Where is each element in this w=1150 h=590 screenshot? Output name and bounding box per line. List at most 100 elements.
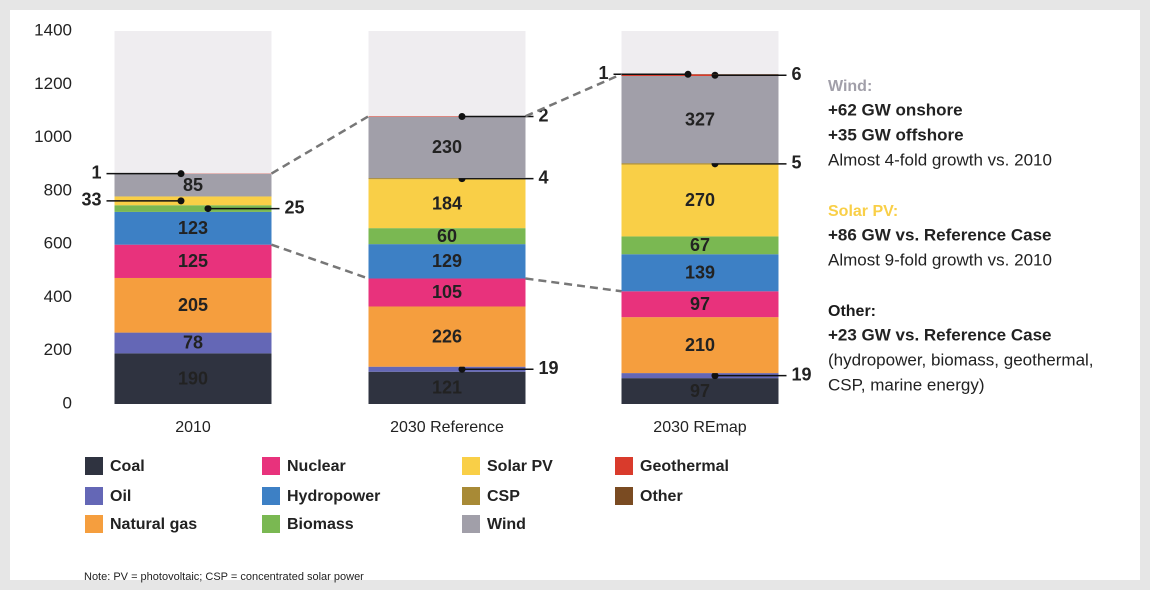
value-label: 190 (178, 368, 208, 388)
value-label: 210 (685, 335, 715, 355)
legend-swatch (462, 515, 480, 533)
legend-label: Wind (487, 516, 526, 533)
legend-swatch (615, 487, 633, 505)
bar-segment (368, 116, 526, 117)
y-tick-label: 0 (63, 393, 72, 412)
trend-line (270, 115, 370, 175)
leader-dot (711, 372, 719, 380)
bar-segment (114, 277, 272, 333)
y-tick-label: 1200 (34, 74, 72, 93)
annotation-heading: Solar PV: (828, 203, 898, 220)
legend-label: Geothermal (640, 458, 729, 475)
legend-label: Oil (110, 488, 131, 505)
legend-swatch (462, 487, 480, 505)
annotation-line: +86 GW vs. Reference Case (828, 225, 1051, 244)
y-tick-label: 800 (44, 180, 72, 199)
value-label: 139 (685, 263, 715, 283)
bar-segment (621, 76, 779, 164)
trend-line (271, 243, 369, 280)
leader-dot (177, 197, 185, 205)
trend-line (524, 73, 623, 118)
legend-swatch (85, 457, 103, 475)
bar-segment (114, 244, 272, 278)
value-label: 184 (432, 193, 462, 213)
note: Note: PV = photovoltaic; CSP = concentra… (84, 571, 364, 583)
leader-dot (458, 113, 466, 121)
value-label: 230 (432, 137, 462, 157)
annotation-heading: Wind: (828, 78, 872, 95)
legend-label: Coal (110, 458, 145, 475)
legend-swatch (462, 457, 480, 475)
legend-label: Nuclear (287, 458, 346, 475)
value-label: 226 (432, 326, 462, 346)
value-label: 1 (598, 63, 608, 83)
bar-segment (368, 278, 526, 307)
leader-dot (684, 70, 692, 78)
leader-dot (204, 205, 212, 213)
annotation-heading: Other: (828, 303, 876, 320)
legend-label: Biomass (287, 516, 354, 533)
bar-segment (368, 179, 526, 229)
annotation-line: Almost 9-fold growth vs. 2010 (828, 250, 1052, 269)
bar-segment (368, 371, 526, 404)
x-tick-label: 2030 Reference (390, 419, 504, 436)
value-label: 67 (690, 235, 710, 255)
bar-segment (114, 353, 272, 404)
value-label: 6 (792, 64, 802, 84)
value-label: 85 (183, 175, 203, 195)
y-tick-label: 600 (44, 234, 72, 253)
value-label: 205 (178, 295, 208, 315)
y-tick-label: 1000 (34, 127, 72, 146)
legend-swatch (262, 457, 280, 475)
legend-swatch (262, 487, 280, 505)
value-label: 121 (432, 378, 462, 398)
value-label: 19 (792, 364, 812, 384)
bar-segment (114, 332, 272, 354)
value-label: 19 (539, 358, 559, 378)
legend-swatch (85, 515, 103, 533)
annotation-line: +23 GW vs. Reference Case (828, 325, 1051, 344)
value-label: 105 (432, 282, 462, 302)
bar-segment (621, 74, 779, 77)
value-label: 2 (539, 105, 549, 125)
legend-swatch (262, 515, 280, 533)
value-label: 4 (539, 167, 549, 187)
value-label: 25 (285, 197, 305, 217)
value-label: 129 (432, 251, 462, 271)
annotation-line: +62 GW onshore (828, 100, 963, 119)
legend-swatch (85, 487, 103, 505)
bar-segment (368, 178, 526, 180)
bar-segment (114, 211, 272, 245)
annotation-line: (hydropower, biomass, geothermal, (828, 350, 1094, 369)
bar-segment (621, 373, 779, 379)
value-label: 125 (178, 251, 208, 271)
x-tick-label: 2030 REmap (653, 419, 746, 436)
bar-segment (621, 317, 779, 374)
bar-segment (368, 228, 526, 245)
value-label: 78 (183, 333, 203, 353)
x-tick-label: 2010 (175, 419, 211, 436)
annotation-line: CSP, marine energy) (828, 375, 985, 394)
value-label: 327 (685, 109, 715, 129)
bar-segment (368, 116, 526, 179)
bar-segment (621, 291, 779, 318)
bar-segment (621, 378, 779, 404)
value-label: 123 (178, 218, 208, 238)
legend-swatch (615, 457, 633, 475)
bar-segment (621, 163, 779, 165)
bar-segment (114, 196, 272, 206)
bar-segment (621, 164, 779, 237)
leader-dot (458, 365, 466, 373)
legend-label: Other (640, 488, 683, 505)
annotation-line: +35 GW offshore (828, 125, 964, 144)
trend-line (525, 277, 622, 293)
bar-segment (368, 244, 526, 279)
leader-dot (177, 170, 185, 178)
legend-label: CSP (487, 488, 520, 505)
value-label: 270 (685, 190, 715, 210)
value-label: 33 (81, 190, 101, 210)
value-label: 60 (437, 226, 457, 246)
bar-segment (368, 366, 526, 372)
